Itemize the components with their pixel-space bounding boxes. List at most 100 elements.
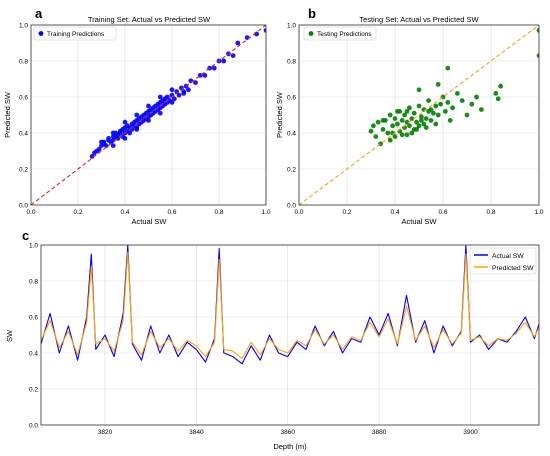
chart-b-point <box>419 114 424 120</box>
chart-b-point <box>435 112 441 118</box>
chart-c-xtick-label: 3900 <box>463 429 478 436</box>
chart-b-point <box>443 109 448 114</box>
chart-a-point <box>211 65 217 71</box>
chart-b-point <box>445 100 451 105</box>
chart-b-point <box>409 130 415 136</box>
chart-b-point <box>433 121 439 127</box>
panel-label-a: a <box>35 6 43 21</box>
chart-b-point <box>498 83 503 89</box>
chart-b-ytick-label: 0.6 <box>287 94 296 101</box>
chart-b-xtick-label: 0.6 <box>438 209 447 216</box>
chart-b-point <box>390 123 395 129</box>
panel-b: b Testing Set: Actual vs Predicted SW 0.… <box>275 6 544 226</box>
chart-b-point <box>404 109 410 114</box>
chart-b-ytick-label: 0.4 <box>287 130 296 137</box>
chart-b-point <box>368 128 374 134</box>
chart-b-reference-line <box>299 25 539 205</box>
chart-a-point <box>193 80 198 85</box>
plot-a-area: 0.0 0.2 0.4 0.6 0.8 1.0 0.0 0.2 0.4 0.6 0.8 1.0 <box>19 22 271 216</box>
chart-a-ytick-label: 0.8 <box>19 58 28 65</box>
chart-b-point <box>387 137 393 143</box>
chart-b-point <box>459 98 465 103</box>
chart-b-point <box>392 116 398 121</box>
chart-b-point <box>469 101 475 107</box>
chart-b-point <box>395 121 400 127</box>
chart-b-ylabel: Predicted SW <box>275 91 284 138</box>
chart-a-ylabel: Predicted SW <box>3 91 12 138</box>
chart-a-point <box>235 40 241 46</box>
chart-b-point <box>407 123 412 129</box>
chart-b-point <box>399 132 405 138</box>
panel-c: c 3820 3840 3860 3880 3900 0.0 0.2 0.4 0.6 0.8 1.0… <box>5 228 540 451</box>
chart-a-xtick-label: 0.6 <box>167 209 176 216</box>
chart-a-point <box>230 53 236 58</box>
chart-b-point <box>404 119 410 125</box>
chart-a-point <box>169 87 175 93</box>
chart-c-ytick-label: 0.6 <box>29 314 38 321</box>
chart-a-point <box>263 28 266 33</box>
chart-b-point <box>426 98 431 103</box>
chart-b-point <box>428 107 434 112</box>
plot-c-area: 3820 3840 3860 3880 3900 0.0 0.2 0.4 0.6 0.8 1.0 <box>29 242 540 436</box>
chart-b-point <box>438 101 443 107</box>
chart-a-point <box>157 110 163 116</box>
chart-b-xtick-label: 1.0 <box>534 209 543 216</box>
chart-b-point <box>536 28 539 33</box>
chart-b-point <box>380 126 386 132</box>
chart-a-ytick-label: 0.6 <box>19 94 28 101</box>
chart-b-legend: Testing Predictions <box>303 26 377 41</box>
chart-a-point <box>221 58 227 64</box>
chart-b-point <box>387 112 393 118</box>
chart-b-marks <box>299 25 539 205</box>
chart-c-marks <box>41 245 539 365</box>
chart-a-point <box>164 94 170 100</box>
chart-b-point <box>395 109 400 114</box>
chart-b-xlabel: Actual SW <box>401 217 437 226</box>
panel-label-c: c <box>22 228 29 243</box>
chart-b-point <box>414 119 419 125</box>
chart-b-point <box>411 110 417 116</box>
chart-a-point <box>106 136 111 141</box>
chart-a-xlabel: Actual SW <box>131 217 167 226</box>
chart-b-point <box>450 105 455 111</box>
chart-a-xtick-label: 0.4 <box>120 209 129 216</box>
chart-b-point <box>419 118 424 123</box>
chart-a-ytick-label: 1.0 <box>19 22 28 29</box>
chart-b-point <box>435 82 441 87</box>
chart-c-frame <box>40 244 540 426</box>
panel-a: a Training Set: Actual vs Predicted SW 0… <box>3 6 271 226</box>
chart-a-xtick-label: 1.0 <box>261 209 270 216</box>
chart-a-point <box>169 100 175 105</box>
chart-b-point <box>375 119 381 125</box>
chart-a-point <box>146 118 151 123</box>
chart-b-point <box>399 118 405 123</box>
chart-c-xtick-label: 3820 <box>98 429 113 436</box>
chart-c-legend-actual-label: Actual SW <box>492 253 524 260</box>
chart-a-ytick-label: 0.0 <box>19 202 28 209</box>
chart-c-ytick-label: 0.2 <box>29 386 38 393</box>
chart-b-point <box>392 134 398 140</box>
chart-b-point <box>455 91 460 96</box>
chart-b-xtick-label: 0.0 <box>294 209 303 216</box>
chart-b-point <box>371 123 376 129</box>
chart-a-title: Training Set: Actual vs Predicted SW <box>88 15 211 24</box>
chart-b-point <box>447 118 453 123</box>
chart-b-legend-label: Testing Predictions <box>317 31 372 38</box>
chart-c-xlabel: Depth (m) <box>273 442 307 451</box>
chart-c-ytick-label: 0.8 <box>29 278 38 285</box>
chart-c-legend: Actual SW Predicted SW <box>469 247 537 275</box>
chart-a-ytick-label: 0.4 <box>19 130 28 137</box>
chart-a-point <box>96 146 102 152</box>
chart-c-legend-predicted-label: Predicted SW <box>492 265 534 272</box>
chart-a-point <box>134 112 140 118</box>
chart-b-point <box>373 134 379 140</box>
chart-a-ytick-label: 0.2 <box>19 166 28 173</box>
chart-a-point <box>127 130 133 136</box>
chart-a-point <box>99 139 104 145</box>
chart-a-legend-box <box>33 26 117 41</box>
chart-b-xtick-label: 0.8 <box>486 209 495 216</box>
chart-b-point <box>474 94 479 100</box>
chart-a-point <box>157 94 163 100</box>
chart-a-point <box>134 126 140 132</box>
